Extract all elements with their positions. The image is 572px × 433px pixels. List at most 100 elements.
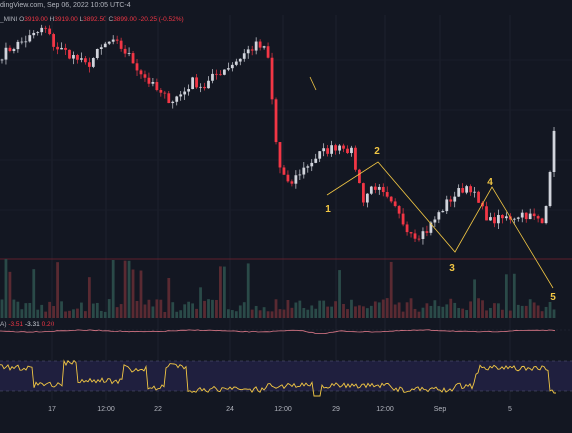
change-value: -20.25 (-0.52%) (138, 16, 184, 23)
candle (238, 58, 242, 66)
candle (250, 45, 254, 56)
volume-bar (544, 306, 548, 318)
volume-bar (155, 299, 159, 318)
candle-body (544, 206, 548, 224)
candle-body (330, 145, 334, 154)
x-tick-label: 5 (508, 406, 512, 413)
candle (20, 37, 24, 45)
candle-body (8, 47, 12, 51)
volume-bar (417, 311, 421, 318)
candle (40, 24, 44, 36)
candle-body (465, 186, 469, 193)
candle-body (171, 101, 175, 104)
volume-bar (389, 261, 393, 318)
volume-bar (477, 298, 480, 318)
candle (306, 164, 310, 173)
volume-bar (28, 302, 32, 318)
volume-bar (282, 309, 286, 318)
candle (302, 162, 306, 179)
candle-body (119, 40, 123, 49)
candle-body (437, 212, 441, 220)
volume-bar (453, 302, 457, 318)
candle-body (135, 63, 139, 71)
candle-body (473, 191, 476, 193)
x-tick-label: 24 (226, 406, 234, 413)
volume-bar (95, 302, 99, 318)
candle (481, 201, 484, 210)
volume-bar (16, 301, 20, 318)
volume-bar (465, 310, 469, 318)
candle (16, 39, 20, 53)
candle (107, 41, 111, 46)
candle (151, 78, 155, 87)
volume-bar (0, 299, 4, 318)
candle (361, 182, 365, 207)
volume-bar (278, 309, 282, 318)
volume-bar (234, 311, 238, 318)
volume-bar (111, 260, 115, 318)
candle (322, 143, 326, 157)
volume-bar (87, 277, 91, 318)
volume-bar (342, 303, 345, 318)
macd-pane (0, 329, 572, 335)
x-tick-label: 12:00 (274, 406, 292, 413)
candle-body (127, 53, 131, 54)
candle (342, 143, 345, 153)
chart-source: dingView.com, Sep 06, 2022 10:05 UTC-4 (0, 2, 131, 9)
candle (203, 82, 206, 91)
volume-bar (219, 266, 222, 318)
candle-body (80, 58, 83, 60)
candle-body (52, 34, 56, 47)
volume-bar (238, 305, 242, 318)
candle-body (354, 147, 357, 170)
volume-bars (0, 258, 556, 318)
candle-body (131, 53, 135, 64)
oscillator-pane (0, 359, 572, 397)
candle-body (266, 46, 270, 58)
candle (373, 183, 377, 194)
candle (477, 190, 480, 204)
candle-body (489, 217, 492, 221)
candle (314, 153, 318, 164)
volume-bar (274, 299, 278, 318)
candle-body (167, 93, 171, 104)
candle-body (500, 214, 504, 219)
volume-bar (207, 299, 210, 318)
candle (425, 225, 429, 237)
candle-body (24, 41, 28, 43)
volume-bar (322, 300, 326, 318)
candle-body (385, 192, 389, 197)
candle (131, 50, 135, 64)
candle-body (350, 147, 353, 154)
candle-body (536, 216, 540, 219)
candle (191, 76, 195, 90)
x-axis: 17 12:00 22 24 12:00 29 12:00 Sep 5 (48, 406, 512, 413)
candle-body (457, 188, 461, 197)
volume-bar (199, 287, 202, 318)
candle (234, 58, 238, 67)
candle (60, 42, 63, 50)
volume-bar (457, 307, 461, 318)
volume-bar (266, 311, 270, 318)
candle (99, 44, 103, 55)
candle (381, 183, 385, 197)
candle-body (12, 49, 16, 51)
candle-body (179, 94, 183, 97)
indicator-value-1: -3.51 (8, 321, 24, 328)
volume-bar (302, 308, 306, 318)
candle (0, 58, 4, 64)
candle-body (294, 175, 298, 184)
candle-body (417, 238, 421, 240)
volume-bar (350, 299, 353, 318)
candle-body (504, 216, 508, 219)
candle (95, 48, 99, 60)
candle-body (111, 39, 115, 42)
candle (310, 159, 314, 172)
candle (338, 144, 341, 155)
candle (270, 52, 274, 105)
wave-label-5: 5 (550, 292, 556, 303)
candle-body (421, 231, 425, 239)
candle-body (91, 58, 95, 67)
volume-bar (385, 298, 389, 318)
